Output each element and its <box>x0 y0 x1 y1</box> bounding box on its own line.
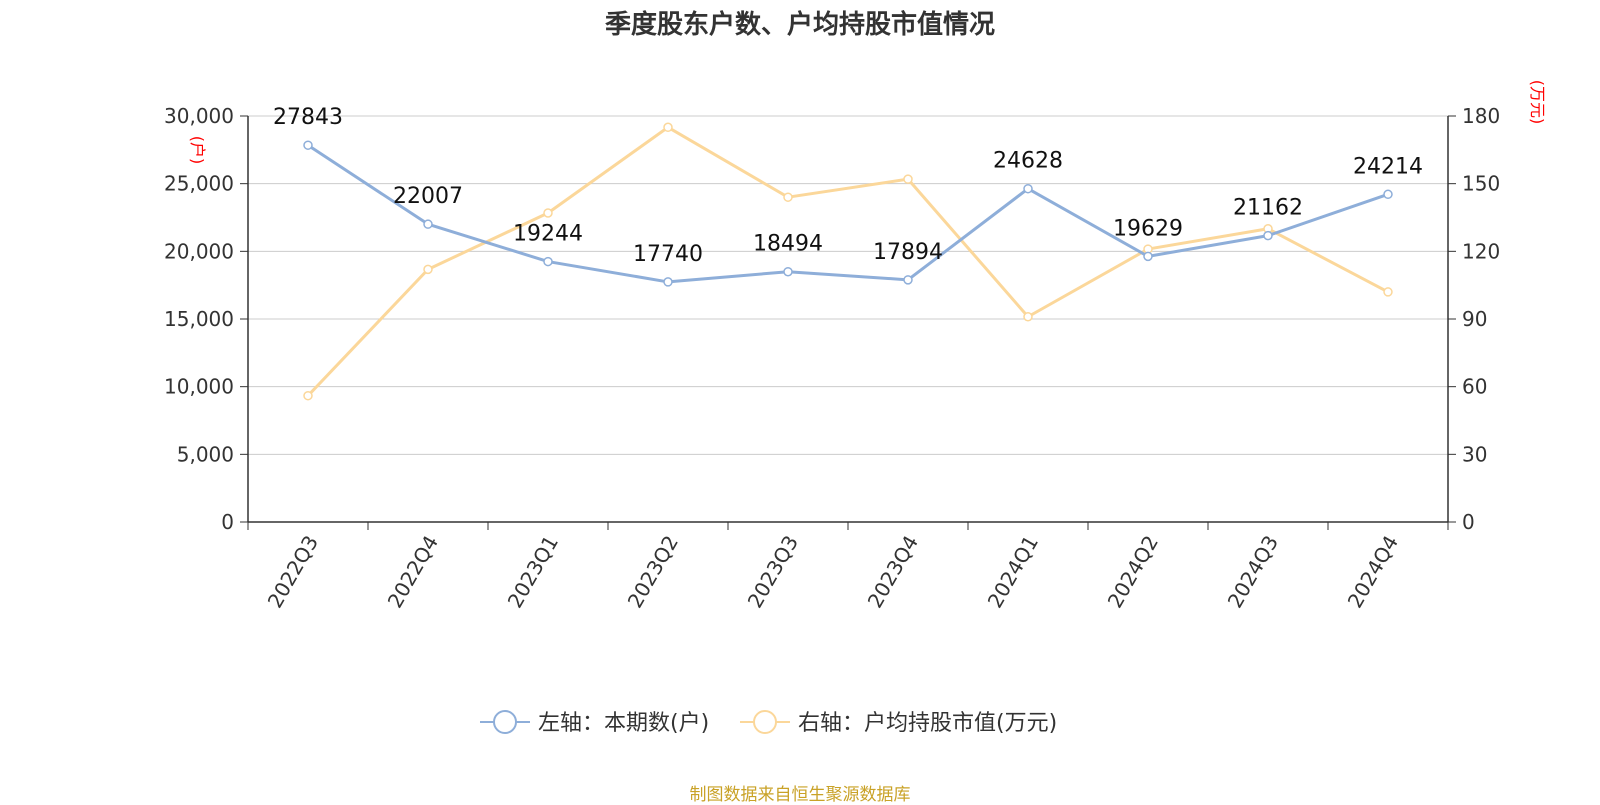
right-series-point <box>423 264 433 275</box>
x-tick-label: 2023Q4 <box>863 531 923 612</box>
left-series-point <box>303 140 313 150</box>
grid-lines <box>248 115 1448 455</box>
x-tick-label: 2024Q1 <box>983 531 1043 612</box>
left-tick-label: 0 <box>221 510 234 534</box>
data-label: 24628 <box>993 149 1063 174</box>
legend[interactable]: 左轴：本期数(户) 右轴：户均持股市值(万元) <box>480 710 1057 736</box>
data-label: 19629 <box>1113 216 1183 241</box>
right-series-point <box>303 390 313 401</box>
x-tick-label: 2024Q4 <box>1343 531 1403 612</box>
right-tick-label: 150 <box>1462 172 1500 196</box>
right-tick-label: 120 <box>1462 239 1500 263</box>
legend-item-left-series[interactable]: 左轴：本期数(户) <box>480 710 709 736</box>
left-tick-label: 15,000 <box>164 307 234 331</box>
right-tick-label: 180 <box>1462 104 1500 128</box>
left-series-point <box>1383 189 1393 200</box>
x-tick-label: 2022Q3 <box>263 531 323 612</box>
right-tick-label: 90 <box>1462 307 1487 331</box>
left-series-point <box>543 256 553 267</box>
axes: 0 0 5,000 30 10,000 60 15,000 90 20,000 120 25,000… <box>164 80 1547 612</box>
right-series-point <box>1383 287 1393 297</box>
data-label: 24214 <box>1353 154 1423 179</box>
right-series-point <box>663 122 673 133</box>
right-series-line <box>306 125 1389 397</box>
x-tick-label: 2023Q2 <box>623 531 683 612</box>
x-tick-label: 2024Q2 <box>1103 531 1163 612</box>
right-series-point <box>903 174 913 184</box>
left-tick-label: 10,000 <box>164 375 234 399</box>
data-label: 17894 <box>873 240 943 265</box>
left-tick-label: 30,000 <box>164 104 234 128</box>
left-series-point <box>1143 251 1153 262</box>
x-tick-label: 2023Q1 <box>503 531 563 612</box>
right-series-point <box>783 192 793 202</box>
x-tick-label: 2022Q4 <box>383 531 443 612</box>
right-axis-unit: (万元) <box>1528 80 1547 125</box>
data-label: 27843 <box>273 105 343 130</box>
data-labels: 27843 22007 19244 17740 18494 17894 24628 19629… <box>273 105 1423 267</box>
data-label: 18494 <box>753 232 823 257</box>
data-label: 21162 <box>1233 196 1303 221</box>
left-tick-label: 20,000 <box>164 239 234 263</box>
left-tick-label: 5,000 <box>177 442 234 466</box>
legend-circle-icon <box>753 710 777 734</box>
source-note: 制图数据来自恒生聚源数据库 <box>689 785 911 805</box>
right-series-point <box>543 208 553 218</box>
left-tick-label: 25,000 <box>164 172 234 196</box>
chart-title: 季度股东户数、户均持股市值情况 <box>604 10 995 40</box>
left-series-point <box>903 275 913 285</box>
left-series-line <box>307 143 1389 284</box>
data-label: 22007 <box>393 184 463 209</box>
left-series-point <box>1023 183 1033 194</box>
legend-label: 左轴：本期数(户) <box>538 711 709 736</box>
x-tick-label: 2024Q3 <box>1223 531 1283 612</box>
legend-item-right-series[interactable]: 右轴：户均持股市值(万元) <box>740 710 1057 736</box>
legend-label: 右轴：户均持股市值(万元) <box>798 711 1057 736</box>
left-series-point <box>423 219 433 229</box>
left-series-point <box>783 266 793 277</box>
series-lines <box>303 122 1393 401</box>
data-label: 17740 <box>633 242 703 267</box>
left-axis-unit: (户) <box>188 136 207 165</box>
x-tick-label: 2023Q3 <box>743 531 803 612</box>
right-tick-label: 0 <box>1462 510 1475 534</box>
data-label: 19244 <box>513 222 583 247</box>
legend-circle-icon <box>493 710 517 734</box>
right-series-point <box>1023 311 1033 322</box>
right-tick-label: 30 <box>1462 442 1487 466</box>
left-series-point <box>663 277 673 287</box>
right-tick-label: 60 <box>1462 375 1487 399</box>
left-series-point <box>1263 230 1273 241</box>
